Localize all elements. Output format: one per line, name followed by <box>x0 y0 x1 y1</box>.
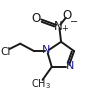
Text: CH$_3$: CH$_3$ <box>31 77 51 91</box>
Text: N: N <box>54 20 63 33</box>
Text: O: O <box>31 12 40 25</box>
Text: Cl: Cl <box>1 47 11 57</box>
Text: −: − <box>70 17 78 27</box>
Text: +: + <box>62 24 68 33</box>
Text: O: O <box>62 9 72 22</box>
Text: N: N <box>66 61 75 71</box>
Text: N: N <box>42 45 50 55</box>
